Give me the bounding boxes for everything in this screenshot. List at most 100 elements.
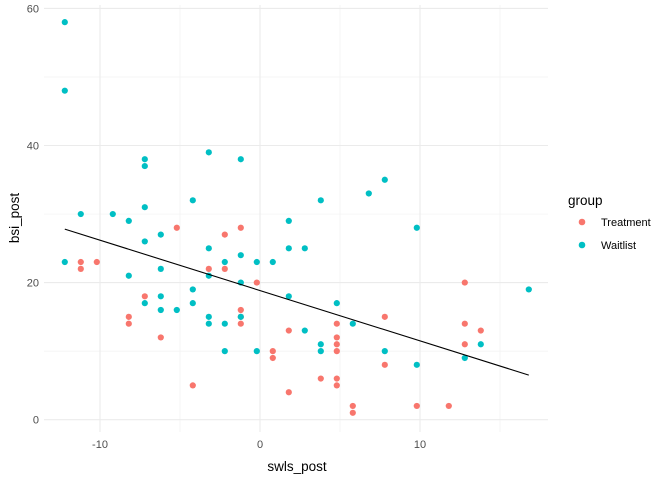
point-waitlist (141, 162, 148, 170)
point-waitlist (141, 204, 148, 211)
point-treatment (269, 354, 276, 362)
point-waitlist (77, 210, 84, 218)
data-points (61, 19, 532, 416)
point-waitlist (125, 272, 132, 279)
point-waitlist (317, 341, 324, 348)
point-waitlist (221, 258, 228, 266)
point-treatment (253, 279, 260, 286)
point-waitlist (269, 258, 276, 266)
point-treatment (141, 293, 148, 300)
point-treatment (237, 320, 244, 327)
x-axis-title: swls_post (267, 459, 327, 474)
point-waitlist (237, 156, 244, 163)
point-waitlist (333, 300, 340, 307)
point-waitlist (61, 19, 68, 26)
y-tick-label: 20 (27, 278, 39, 290)
x-tick-label: 0 (257, 439, 263, 451)
point-waitlist (461, 354, 468, 362)
point-waitlist (301, 245, 308, 252)
point-waitlist (285, 245, 292, 252)
point-waitlist (157, 265, 164, 272)
point-waitlist (237, 252, 244, 259)
point-treatment (93, 258, 100, 266)
point-treatment (237, 306, 244, 314)
point-waitlist (525, 286, 532, 293)
point-treatment (349, 402, 356, 410)
y-axis-title: bsi_post (7, 193, 22, 244)
legend-label-treatment: Treatment (601, 217, 651, 229)
point-waitlist (61, 87, 68, 94)
point-treatment (205, 265, 212, 272)
point-waitlist (157, 293, 164, 300)
point-waitlist (205, 313, 212, 320)
point-treatment (269, 348, 276, 355)
point-treatment (77, 265, 84, 272)
point-treatment (461, 279, 468, 286)
point-treatment (413, 402, 420, 410)
point-waitlist (141, 300, 148, 307)
point-waitlist (413, 224, 420, 231)
point-treatment (333, 375, 340, 382)
point-treatment (77, 258, 84, 266)
point-waitlist (109, 210, 116, 218)
point-waitlist (365, 190, 372, 197)
point-waitlist (301, 327, 308, 334)
point-treatment (333, 320, 340, 327)
point-waitlist (173, 306, 180, 314)
point-treatment (189, 382, 196, 389)
point-waitlist (141, 238, 148, 245)
y-tick-label: 60 (27, 3, 39, 15)
point-waitlist (285, 293, 292, 300)
point-treatment (461, 341, 468, 348)
point-treatment (125, 320, 132, 327)
point-treatment (349, 409, 356, 416)
point-treatment (445, 402, 452, 410)
point-waitlist (125, 217, 132, 224)
point-treatment (173, 224, 180, 231)
point-waitlist (189, 300, 196, 307)
point-waitlist (189, 197, 196, 204)
point-waitlist (221, 348, 228, 355)
x-tick-label: -10 (92, 439, 108, 451)
point-waitlist (253, 258, 260, 266)
point-waitlist (189, 286, 196, 293)
point-waitlist (61, 258, 68, 266)
point-treatment (317, 375, 324, 382)
point-waitlist (253, 348, 260, 355)
point-waitlist (157, 306, 164, 314)
y-tick-label: 40 (27, 141, 39, 153)
point-waitlist (205, 245, 212, 252)
legend-key-waitlist (578, 241, 586, 249)
point-waitlist (221, 320, 228, 327)
point-treatment (237, 224, 244, 231)
point-waitlist (157, 231, 164, 238)
point-treatment (461, 320, 468, 327)
point-waitlist (205, 149, 212, 156)
y-tick-label: 0 (33, 415, 39, 427)
point-treatment (221, 265, 228, 272)
point-treatment (381, 361, 388, 368)
point-waitlist (349, 320, 356, 327)
point-waitlist (381, 348, 388, 355)
legend-key-treatment (578, 218, 586, 226)
point-waitlist (477, 341, 484, 348)
point-treatment (333, 341, 340, 348)
x-tick-labels: -10 0 10 (92, 439, 426, 451)
point-treatment (285, 389, 292, 396)
point-treatment (381, 313, 388, 320)
point-waitlist (285, 217, 292, 224)
point-waitlist (317, 197, 324, 204)
trend-line-group (64, 228, 529, 376)
point-waitlist (237, 313, 244, 320)
point-waitlist (413, 361, 420, 368)
point-treatment (333, 348, 340, 355)
trend-line (64, 228, 529, 376)
point-treatment (157, 334, 164, 341)
point-treatment (333, 382, 340, 389)
x-tick-label: 10 (414, 439, 426, 451)
point-waitlist (205, 320, 212, 327)
point-treatment (285, 327, 292, 334)
y-tick-labels: 0 20 40 60 (27, 3, 39, 426)
